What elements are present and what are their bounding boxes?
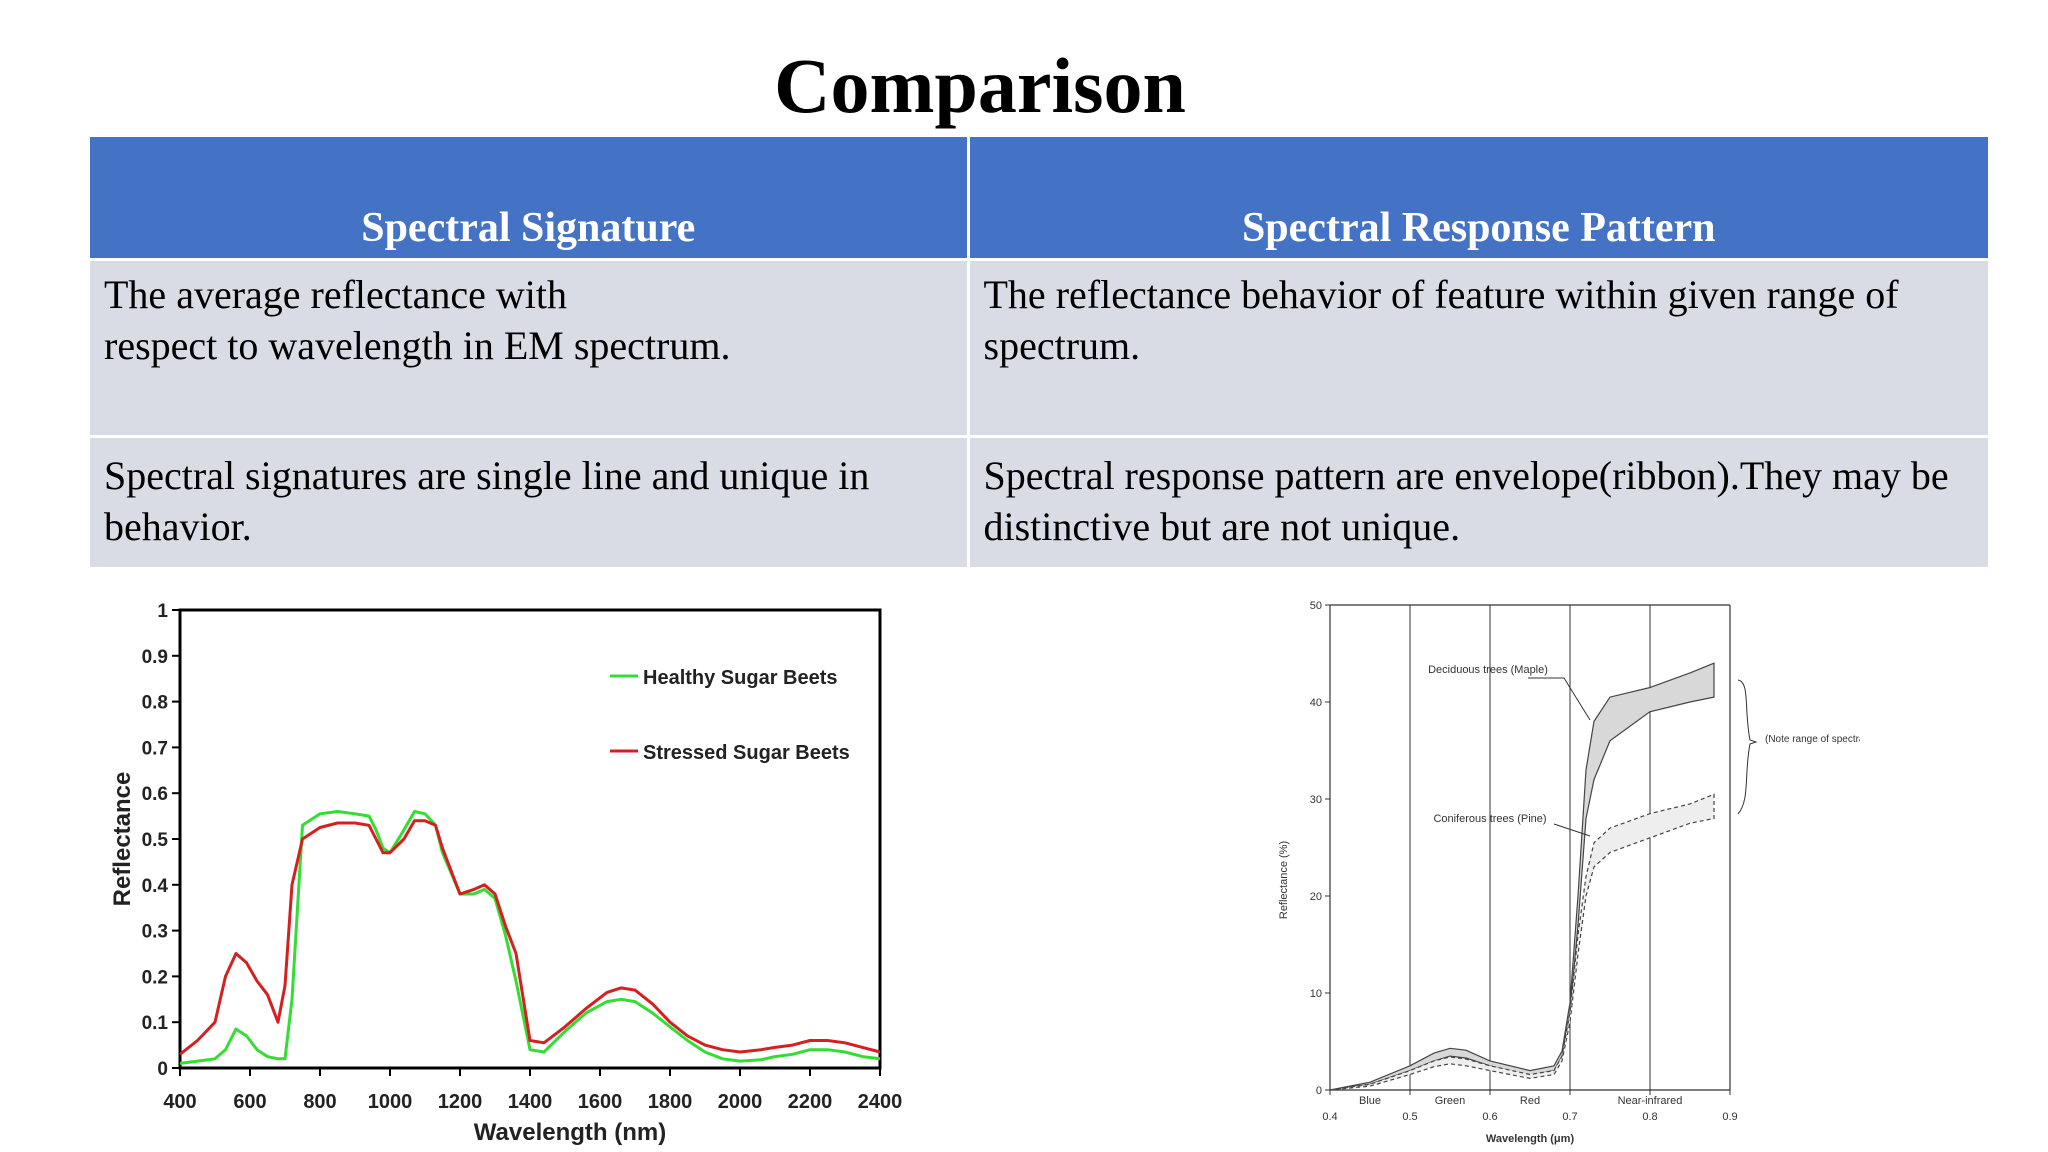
envelope-coniferous-trees bbox=[1329, 793, 1715, 1091]
series-stressed-sugar-beets bbox=[179, 819, 881, 1056]
x-tick-label: 0.8 bbox=[1642, 1111, 1657, 1123]
cell-signature-nature: Spectral signatures are single line and … bbox=[90, 436, 970, 570]
table-row: The average reflectance with respect to … bbox=[90, 259, 1988, 438]
y-tick-label: 0.4 bbox=[142, 876, 169, 897]
x-tick-label: 2400 bbox=[858, 1091, 903, 1113]
legend-label-stressed: Stressed Sugar Beets bbox=[643, 742, 850, 764]
x-tick-label: 1600 bbox=[578, 1091, 623, 1113]
x-tick-label: 1200 bbox=[438, 1091, 483, 1113]
band-label: Red bbox=[1520, 1095, 1540, 1107]
y-tick-label: 10 bbox=[1310, 988, 1322, 1000]
spectral-response-chart: 0.4 0.5 0.6 0.7 0.8 0.9 0 10 20 30 40 50 Blue Green Re… bbox=[1278, 600, 1860, 1145]
annotation-range-note: (Note range of spectral values) bbox=[1765, 734, 1860, 745]
envelope-deciduous-trees bbox=[1329, 662, 1715, 1091]
y-tick-label: 1 bbox=[157, 601, 168, 622]
band-label: Green bbox=[1435, 1095, 1466, 1107]
x-tick-label: 2000 bbox=[718, 1091, 763, 1113]
y-tick-label: 50 bbox=[1310, 600, 1322, 612]
cell-response-definition: The reflectance behavior of feature with… bbox=[968, 259, 1988, 438]
comparison-table: Spectral Signature Spectral Response Pat… bbox=[90, 137, 1988, 570]
x-tick-label: 1800 bbox=[648, 1091, 693, 1113]
y-tick-label: 30 bbox=[1310, 794, 1322, 806]
cell-response-nature: Spectral response pattern are envelope(r… bbox=[968, 436, 1988, 570]
y-tick-label: 40 bbox=[1310, 697, 1322, 709]
y-tick-label: 0.8 bbox=[142, 693, 168, 714]
legend-label-healthy: Healthy Sugar Beets bbox=[643, 667, 838, 689]
y-axis-label: Reflectance (%) bbox=[1278, 841, 1290, 919]
cell-signature-definition: The average reflectance with respect to … bbox=[90, 259, 970, 438]
x-axis-label: Wavelength (μm) bbox=[1486, 1133, 1575, 1145]
table-row: Spectral signatures are single line and … bbox=[90, 436, 1988, 570]
series-healthy-sugar-beets bbox=[179, 810, 881, 1065]
y-tick-label: 0.9 bbox=[142, 647, 168, 668]
y-tick-label: 0.1 bbox=[142, 1013, 169, 1034]
slide-title: Comparison bbox=[774, 42, 1186, 129]
band-label: Near-infrared bbox=[1618, 1095, 1683, 1107]
x-tick-label: 800 bbox=[303, 1091, 336, 1113]
x-tick-label: 1400 bbox=[508, 1091, 553, 1113]
y-tick-label: 0 bbox=[157, 1059, 168, 1080]
header-spectral-signature: Spectral Signature bbox=[90, 137, 970, 261]
x-tick-label: 0.6 bbox=[1482, 1111, 1497, 1123]
y-axis-label: Reflectance bbox=[109, 772, 136, 907]
band-label: Blue bbox=[1359, 1095, 1381, 1107]
x-axis-label: Wavelength (nm) bbox=[474, 1119, 666, 1146]
annotation-coniferous: Coniferous trees (Pine) bbox=[1433, 813, 1546, 825]
range-bracket bbox=[1737, 679, 1758, 815]
leader-coniferous bbox=[1553, 823, 1591, 837]
x-tick-label: 0.5 bbox=[1402, 1111, 1417, 1123]
y-tick-label: 0.6 bbox=[142, 784, 168, 805]
header-spectral-response-pattern: Spectral Response Pattern bbox=[968, 137, 1988, 261]
y-tick-label: 0.5 bbox=[142, 830, 169, 851]
y-tick-label: 0 bbox=[1316, 1085, 1322, 1097]
x-tick-label: 400 bbox=[163, 1091, 196, 1113]
annotation-deciduous: Deciduous trees (Maple) bbox=[1428, 664, 1548, 676]
x-tick-label: 0.7 bbox=[1562, 1111, 1577, 1123]
table-header-row: Spectral Signature Spectral Response Pat… bbox=[90, 137, 1988, 261]
x-tick-label: 0.4 bbox=[1322, 1111, 1337, 1123]
leader-deciduous bbox=[1528, 677, 1591, 721]
x-tick-label: 2200 bbox=[788, 1091, 833, 1113]
x-tick-label: 600 bbox=[233, 1091, 266, 1113]
x-tick-label: 0.9 bbox=[1722, 1111, 1737, 1123]
y-tick-label: 0.3 bbox=[142, 922, 168, 943]
y-tick-label: 0.2 bbox=[142, 967, 168, 988]
spectral-signature-chart: 400 600 800 1000 1200 1400 1600 1800 2000 2200 240… bbox=[109, 601, 903, 1146]
x-tick-label: 1000 bbox=[368, 1091, 413, 1113]
y-tick-label: 20 bbox=[1310, 891, 1322, 903]
y-tick-label: 0.7 bbox=[142, 738, 168, 759]
